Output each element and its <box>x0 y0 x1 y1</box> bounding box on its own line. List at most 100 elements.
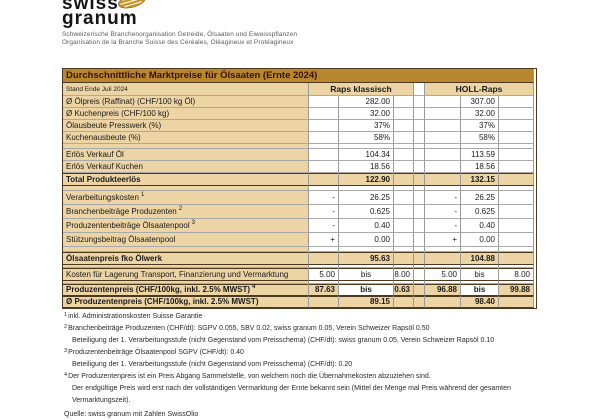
holl-min-cell: 5.00 <box>425 268 461 281</box>
holl-value-cell: 0.40 <box>461 219 499 233</box>
gap-cell <box>414 252 425 265</box>
raps-max-cell <box>394 219 414 233</box>
raps-min-cell: 5.00 <box>309 268 339 281</box>
gap-cell <box>414 268 425 281</box>
raps-bis-cell: bis <box>339 268 394 281</box>
row-label: Ø Ölpreis (Raffinat) (CHF/100 kg Öl) <box>63 96 309 108</box>
raps-sign-cell: + <box>309 233 339 247</box>
gap-cell <box>414 191 425 205</box>
raps-min-cell <box>309 296 339 308</box>
raps-min-cell <box>309 252 339 265</box>
raps-sign-cell: - <box>309 219 339 233</box>
holl-value-cell: 307.00 <box>461 96 499 108</box>
holl-max-cell <box>499 161 534 173</box>
gap-cell <box>414 108 425 120</box>
gap-cell <box>414 233 425 247</box>
row-label: Ø Produzentenpreis (CHF/100kg, inkl. 2.5… <box>63 296 309 308</box>
holl-value-cell: 132.15 <box>461 173 499 186</box>
source-line: Quelle: swiss granum mit Zahlen SwissOli… <box>64 411 199 418</box>
raps-value-cell: 37% <box>339 120 394 132</box>
raps-value-cell: 0.625 <box>339 205 394 219</box>
separator-row <box>63 281 536 284</box>
raps-min-cell <box>309 161 339 173</box>
holl-value-cell: 104.88 <box>461 252 499 265</box>
footnote-2: 2Branchenbeiträge Produzenten (CHF/dt): … <box>64 324 430 332</box>
tagline-french: Organisation de la Branche Suisse des Cé… <box>62 39 294 46</box>
holl-value-cell: 26.25 <box>461 191 499 205</box>
row-label: Verarbeitungskosten 1 <box>63 191 309 205</box>
produzentenpreis-row: Produzentenpreis (CHF/100kg, inkl. 2.5% … <box>63 284 536 296</box>
raps-value-cell: 122.90 <box>339 173 394 186</box>
gap-cell <box>414 96 425 108</box>
gap-cell <box>414 161 425 173</box>
holl-min-cell <box>425 296 461 308</box>
oelsaatenpreis-row: Ölsaatenpreis fko Ölwerk 95.63 104.88 <box>63 252 536 265</box>
logo-wordmark-line1: swiss <box>62 0 119 14</box>
raps-max-cell <box>394 161 414 173</box>
raps-max-cell <box>394 191 414 205</box>
holl-value-cell: 113.59 <box>461 149 499 161</box>
market-price-table: Durchschnittliche Marktpreise für Ölsaat… <box>62 68 537 309</box>
holl-max-cell <box>499 149 534 161</box>
tagline-german: Schweizerische Branchenorganisation Getr… <box>62 31 298 38</box>
separator-row <box>63 247 536 252</box>
holl-max-cell <box>499 120 534 132</box>
footnote-4: 4Der Produzentenpreis ist ein Preis Abga… <box>64 372 431 380</box>
gap-cell <box>414 219 425 233</box>
raps-min-cell <box>309 120 339 132</box>
holl-min-cell <box>425 108 461 120</box>
holl-bis-cell: bis <box>461 268 499 281</box>
row-label: Erlös Verkauf Kuchen <box>63 161 309 173</box>
logo-wordmark-line2: granum <box>62 8 138 29</box>
raps-max-cell <box>394 296 414 308</box>
swiss-granum-logo: swiss granum Schweizerische Branchenorga… <box>62 0 297 47</box>
raps-max-cell <box>394 233 414 247</box>
footnotes: 1inkl. Administrationskosten Suisse Gara… <box>64 311 511 420</box>
row-label: Kosten für Lagerung Transport, Finanzier… <box>63 268 309 281</box>
holl-value-cell: 0.625 <box>461 205 499 219</box>
gap-cell <box>414 132 425 144</box>
holl-min-cell: 96.88 <box>425 284 461 296</box>
holl-max-cell: 99.88 <box>499 284 534 296</box>
raps-value-cell: 18.56 <box>339 161 394 173</box>
footnote-4-continued-2: Vermarktungszeit). <box>72 397 131 404</box>
table-row: Ø Ölpreis (Raffinat) (CHF/100 kg Öl) 282… <box>63 96 536 108</box>
holl-min-cell <box>425 173 461 186</box>
table-row: Ø Kuchenpreis (CHF/100 kg) 32.00 32.00 <box>63 108 536 120</box>
gap-cell <box>414 83 425 96</box>
logo-taglines: Schweizerische Branchenorganisation Getr… <box>62 31 297 47</box>
table-row: Verarbeitungskosten 1 - 26.25 - 26.25 <box>63 191 536 205</box>
gap-cell <box>414 284 425 296</box>
raps-value-cell: 282.00 <box>339 96 394 108</box>
row-label: Ø Kuchenpreis (CHF/100 kg) <box>63 108 309 120</box>
raps-min-cell <box>309 96 339 108</box>
holl-min-cell <box>425 161 461 173</box>
raps-value-cell: 32.00 <box>339 108 394 120</box>
row-label: Kuchenausbeute (%) <box>63 132 309 144</box>
raps-max-cell <box>394 96 414 108</box>
table-header-row: Stand Ende Juli 2024 Raps klassisch HOLL… <box>63 83 536 96</box>
raps-min-cell <box>309 108 339 120</box>
avg-produzentenpreis-row: Ø Produzentenpreis (CHF/100kg, inkl. 2.5… <box>63 296 536 308</box>
gap-cell <box>414 205 425 219</box>
raps-min-cell <box>309 149 339 161</box>
footnote-4-continued: Der endgültige Preis wird erst nach der … <box>72 385 511 392</box>
raps-max-cell: 8.00 <box>394 268 414 281</box>
holl-max-cell <box>499 233 534 247</box>
row-label: Ölausbeute Presswerk (%) <box>63 120 309 132</box>
holl-max-cell <box>499 205 534 219</box>
status-date-label: Stand Ende Juli 2024 <box>63 83 309 96</box>
raps-sign-cell: - <box>309 191 339 205</box>
separator-row <box>63 265 536 268</box>
table-row: Branchenbeiträge Produzenten 2 - 0.625 - … <box>63 205 536 219</box>
holl-sign-cell: + <box>425 233 461 247</box>
raps-value-cell: 0.40 <box>339 219 394 233</box>
holl-sign-cell: - <box>425 191 461 205</box>
row-label: Stützungsbeitrag Ölsaatenpool <box>63 233 309 247</box>
raps-max-cell <box>394 120 414 132</box>
kosten-lagerung-row: Kosten für Lagerung Transport, Finanzier… <box>63 268 536 281</box>
column-header-raps-klassisch: Raps klassisch <box>309 83 414 96</box>
gap-cell <box>414 120 425 132</box>
footnote-1: 1inkl. Administrationskosten Suisse Gara… <box>64 312 203 320</box>
holl-sign-cell: - <box>425 219 461 233</box>
